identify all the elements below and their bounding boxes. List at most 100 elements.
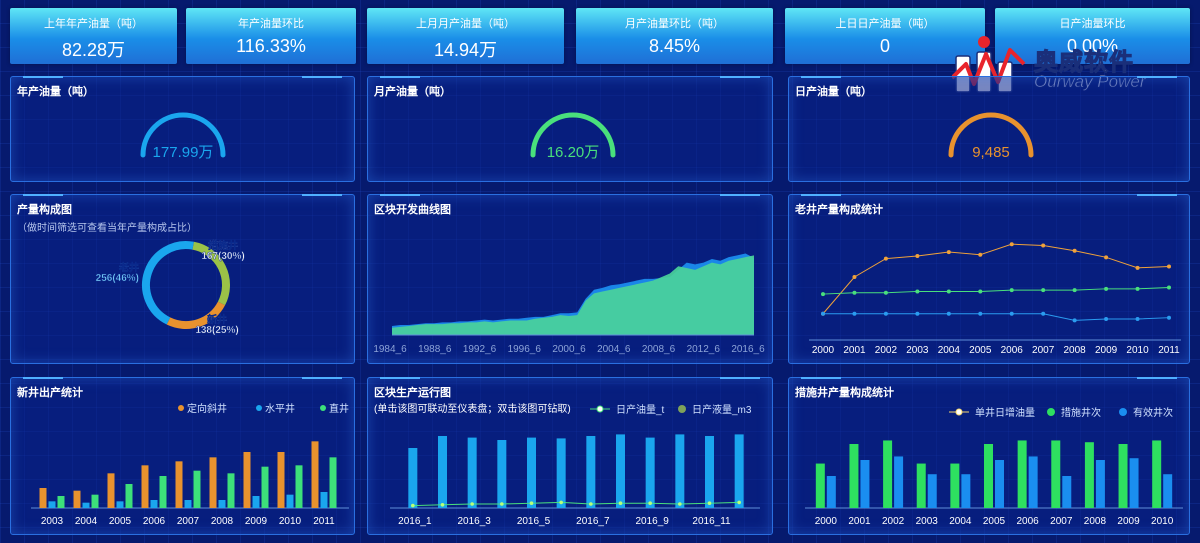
x-tick-label: 2010 [1126, 345, 1149, 356]
line-point [1104, 255, 1109, 260]
panel-block-curve[interactable]: 区块开发曲线图 1984_6 1988_6 1992_6 1996_6 2000_6 20… [367, 194, 773, 364]
bar [193, 470, 201, 508]
panel-year-oil[interactable]: 年产油量（吨） 177.99万 [10, 76, 355, 182]
line-point [1167, 264, 1171, 269]
panel-title: 日产油量（吨） [795, 86, 872, 98]
line-point [946, 311, 951, 316]
line-point [1104, 286, 1109, 291]
measure-well-bar-chart[interactable]: 单井日增油量 措施井次 有效井次 2000 2001 2002 2003 2004 2005 20… [789, 378, 1191, 536]
kpi-value: 116.33% [236, 36, 306, 56]
bar [48, 501, 56, 508]
bar [73, 490, 81, 508]
x-tick-label: 2004_6 [597, 344, 631, 355]
bar [261, 466, 269, 508]
line-point [946, 289, 951, 294]
kpi-label: 年产油量环比 [238, 18, 304, 30]
legend-marker [955, 408, 963, 416]
panel-new-well[interactable]: 新井出产统计 定向斜井 水平井 直井 2003 2004 2005 2006 2007 2008… [10, 377, 355, 535]
panel-title: 年产油量（吨） [17, 86, 94, 98]
bar-effective [1163, 474, 1173, 508]
line-point [821, 292, 825, 297]
x-tick-label: 2001 [848, 516, 871, 527]
gauge-value: 16.20万 [547, 144, 600, 161]
bar [57, 496, 65, 508]
bar-effective [860, 460, 870, 508]
kpi-value: 0.00% [1066, 36, 1119, 56]
bar [497, 440, 507, 508]
line-point [1009, 242, 1014, 247]
line-point [678, 502, 682, 506]
x-tick-label: 2009 [1095, 345, 1118, 356]
bar [295, 465, 303, 508]
x-tick-label: 2010 [1151, 516, 1174, 527]
line-point [1072, 318, 1077, 323]
panel-day-oil[interactable]: 日产油量（吨） 9,485 [788, 76, 1190, 182]
gauge-day-oil: 9,485 [948, 112, 1034, 161]
line-point [946, 250, 951, 255]
old-well-line-chart[interactable]: 2000 2001 2002 2003 2004 2005 2006 2007 2008 2009… [789, 195, 1191, 365]
bar [209, 457, 217, 508]
kpi-label: 上年年产油量（吨） [44, 18, 143, 30]
line-point [737, 500, 741, 505]
bar-effective [894, 456, 904, 508]
block-prod-bar-chart[interactable]: (单击该图可联动至仪表盘；双击该图可钻取) 日产油量_t 日产液量_m3 2016_1… [368, 378, 774, 536]
bar-effective [826, 476, 836, 508]
bar-effective [961, 474, 971, 508]
bar [705, 436, 714, 508]
panel-old-well[interactable]: 老井产量构成统计 2000 2001 2002 2003 2004 2005 2006 200… [788, 194, 1190, 364]
legend-label: 水平井 [265, 402, 295, 415]
bar [329, 457, 337, 508]
bar [39, 488, 47, 508]
bar-effective [1095, 460, 1105, 508]
line-point [1167, 315, 1171, 320]
bar [107, 473, 115, 508]
bar [227, 473, 235, 508]
legend-label: 定向斜井 [187, 402, 227, 415]
bar-measure [815, 463, 825, 508]
x-tick-label: 2002 [875, 345, 898, 356]
x-tick-label: 2000 [812, 345, 835, 356]
kpi-label: 上日日产油量（吨） [835, 18, 935, 30]
line-point [589, 502, 593, 506]
line-point [411, 503, 415, 508]
panel-measure-well[interactable]: 措施井产量构成统计 单井日增油量 措施井次 有效井次 2000 2001 2002 2003… [788, 377, 1190, 535]
new-well-bar-chart[interactable]: 定向斜井 水平井 直井 2003 2004 2005 2006 2007 2008 2009 201… [11, 378, 356, 536]
slice-value-label: 167(30%) [201, 251, 244, 262]
gauge-value: 9,485 [972, 144, 1010, 161]
kpi-value: 82.28万 [61, 40, 126, 60]
line-point [1135, 317, 1140, 321]
line-point [618, 501, 623, 505]
line-point [915, 289, 920, 294]
x-tick-label: 2002 [882, 516, 905, 527]
panel-month-oil[interactable]: 月产油量（吨） 16.20万 [367, 76, 773, 182]
x-tick-label: 2000_6 [552, 344, 586, 355]
slice-label: 老井 [118, 261, 139, 274]
line-series-1 [822, 287, 1170, 295]
kpi-label: 上月月产油量（吨） [416, 18, 515, 30]
bar [82, 502, 90, 508]
x-tick-label: 2004 [949, 516, 972, 527]
panel-block-prod[interactable]: 区块生产运行图 (单击该图可联动至仪表盘；双击该图可钻取) 日产油量_t 日产液量_… [367, 377, 773, 535]
donut-slice-1 [192, 241, 230, 306]
panel-composition[interactable]: 产量构成图 （做时间筛选可查看当年产量构成占比） 老井 256(46%) 措施井 16… [10, 194, 355, 364]
bar [286, 494, 294, 508]
legend-marker [678, 405, 686, 413]
line-point [915, 254, 920, 258]
x-tick-label: 2010 [279, 516, 302, 527]
bar-measure [849, 444, 859, 508]
slice-label: 新井 [207, 313, 227, 326]
panel-title: 老井产量构成统计 [795, 204, 883, 216]
block-curve-area-chart[interactable]: 1984_6 1988_6 1992_6 1996_6 2000_6 2004_6 2008… [368, 195, 774, 365]
bar [734, 434, 744, 508]
line-point [1041, 311, 1046, 316]
x-tick-label: 2001 [843, 345, 866, 356]
kpi-value: 8.45% [648, 36, 701, 56]
bar-effective [927, 474, 937, 508]
x-tick-label: 2005 [983, 516, 1006, 527]
line-point [440, 503, 445, 507]
x-tick-label: 2004 [75, 516, 98, 527]
x-tick-label: 2009 [1117, 516, 1140, 527]
gauge-month-oil: 16.20万 [530, 112, 616, 161]
bar [527, 437, 536, 508]
